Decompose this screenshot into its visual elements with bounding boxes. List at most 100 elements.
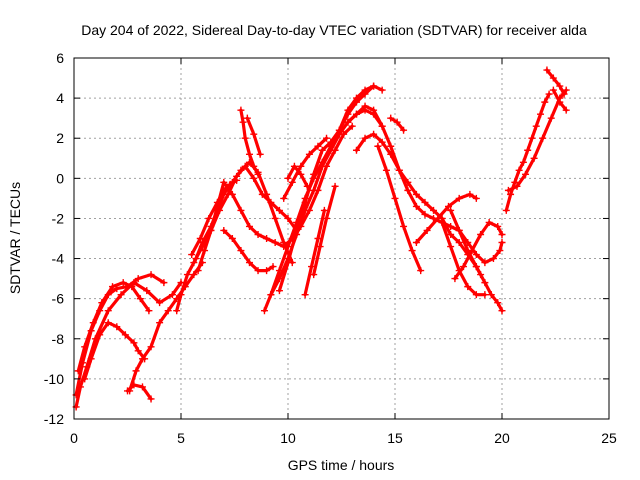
x-tick-label: 0: [70, 430, 78, 446]
data-point: [391, 194, 399, 202]
y-axis-ticks: -12 -10 -8 -6 -4 -2 0 2 4 6: [44, 50, 609, 427]
series-track-29: [502, 90, 553, 214]
data-point: [481, 279, 489, 287]
data-point: [267, 291, 275, 299]
data-point: [74, 367, 82, 375]
data-point: [472, 263, 480, 271]
data-point: [547, 114, 555, 122]
data-point: [228, 235, 236, 242]
data-point: [532, 122, 540, 130]
data-point: [352, 110, 360, 118]
data-point: [237, 206, 245, 214]
data-point: [164, 307, 172, 315]
data-point: [117, 291, 125, 299]
series-track-13: [243, 114, 264, 158]
data-point: [323, 214, 331, 222]
data-point: [370, 82, 378, 90]
data-point: [374, 142, 382, 150]
data-point: [511, 178, 519, 186]
data-point: [145, 307, 153, 315]
data-point: [382, 166, 390, 174]
x-tick-label: 5: [177, 430, 185, 446]
data-point: [96, 331, 104, 339]
data-point: [228, 190, 236, 198]
series-track-32: [549, 86, 570, 114]
data-point: [387, 114, 395, 122]
data-point: [190, 271, 198, 279]
data-point: [459, 263, 467, 271]
data-point: [487, 291, 495, 299]
data-point: [468, 247, 476, 255]
series-trace: [354, 132, 483, 277]
data-point: [124, 387, 131, 395]
data-point: [156, 299, 164, 307]
data-point: [539, 134, 547, 142]
data-point: [466, 190, 474, 198]
data-point: [147, 343, 155, 351]
data-point: [464, 283, 472, 291]
data-point: [284, 243, 292, 251]
data-point: [541, 98, 549, 106]
data-point: [400, 126, 408, 134]
data-point: [245, 150, 253, 158]
data-point: [447, 230, 455, 238]
data-point: [494, 299, 502, 307]
data-point: [260, 307, 268, 315]
data-point: [275, 287, 283, 295]
data-point: [310, 170, 318, 178]
data-point: [134, 347, 142, 355]
data-point: [522, 170, 530, 178]
data-point: [545, 90, 553, 98]
data-point: [220, 226, 228, 234]
y-tick-label: 6: [56, 50, 64, 66]
data-point: [104, 319, 112, 327]
data-point: [417, 267, 425, 275]
chart-title: Day 204 of 2022, Sidereal Day-to-day VTE…: [81, 22, 587, 38]
data-point: [275, 206, 283, 214]
data-point: [271, 239, 279, 247]
data-point: [344, 106, 352, 114]
data-point: [387, 150, 395, 158]
data-point: [549, 74, 557, 82]
data-point: [387, 142, 395, 150]
data-point: [412, 239, 420, 247]
data-point: [447, 222, 455, 230]
data-point: [233, 172, 241, 180]
data-point: [331, 182, 339, 190]
data-point: [280, 194, 288, 202]
series-track-4: [81, 319, 149, 383]
x-tick-label: 10: [280, 430, 296, 446]
data-point: [530, 154, 538, 162]
data-point: [327, 146, 335, 154]
data-point: [250, 174, 258, 182]
data-point: [76, 383, 84, 391]
data-point: [290, 162, 298, 170]
data-point: [318, 162, 326, 170]
data-point: [537, 110, 545, 118]
data-point: [320, 206, 328, 214]
data-point: [455, 226, 463, 234]
data-point: [447, 243, 455, 251]
y-tick-label: -4: [52, 251, 65, 267]
data-point: [562, 106, 570, 114]
x-tick-label: 15: [387, 430, 403, 446]
y-axis-label: SDTVAR / TECUs: [7, 182, 23, 294]
data-point: [213, 202, 221, 210]
data-point: [489, 255, 497, 263]
series-track-21: [344, 106, 506, 267]
data-point: [421, 198, 429, 206]
data-point: [130, 381, 138, 389]
data-point: [455, 267, 463, 275]
data-point: [327, 138, 335, 146]
data-point: [147, 395, 155, 403]
data-point: [348, 122, 356, 130]
data-point: [119, 279, 127, 287]
data-point: [310, 186, 318, 194]
data-point: [207, 226, 215, 234]
series-trace: [286, 164, 309, 188]
data-point: [515, 166, 523, 174]
series-track-18: [284, 162, 311, 190]
data-point: [250, 130, 258, 138]
data-point: [472, 194, 480, 202]
